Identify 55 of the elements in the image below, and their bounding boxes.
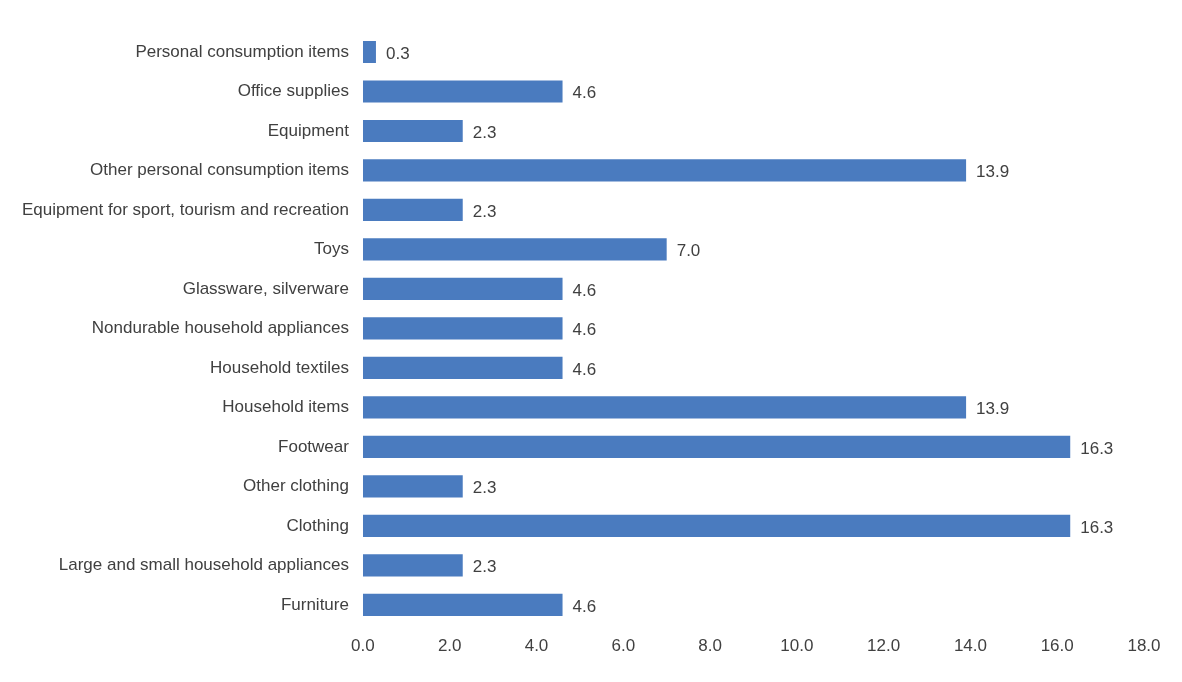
bar — [362, 435, 1071, 458]
y-tick-label: Toys — [313, 239, 349, 259]
data-label: 2.3 — [472, 478, 497, 498]
x-tick-label: 2.0 — [437, 636, 462, 656]
bar — [362, 475, 463, 498]
y-tick-label: Equipment — [267, 120, 350, 140]
x-tick-label: 8.0 — [698, 636, 722, 656]
bar — [362, 277, 563, 300]
data-label: 4.6 — [572, 83, 597, 103]
data-label: 7.0 — [676, 241, 701, 261]
data-label: 4.6 — [572, 320, 597, 340]
data-label: 4.6 — [572, 596, 597, 616]
bar — [362, 159, 967, 182]
bar — [362, 317, 563, 340]
y-tick-label: Large and small household appliances — [58, 555, 349, 575]
bar — [362, 356, 563, 379]
x-tick-label: 14.0 — [953, 636, 987, 656]
x-tick-label: 16.0 — [1040, 636, 1074, 656]
bar — [362, 396, 967, 419]
bar — [362, 119, 463, 142]
x-tick-label: 18.0 — [1127, 636, 1161, 656]
data-label: 0.3 — [385, 43, 410, 63]
y-tick-label: Glassware, silverware — [182, 278, 349, 298]
bar — [362, 554, 463, 577]
y-tick-label: Household items — [222, 397, 349, 417]
bar — [362, 238, 667, 261]
data-label: 2.3 — [472, 201, 497, 221]
data-label: 13.9 — [976, 162, 1010, 182]
y-tick-label: Household textiles — [210, 357, 349, 377]
data-label: 2.3 — [472, 122, 497, 142]
y-tick-label: Office supplies — [237, 81, 349, 101]
bar — [362, 593, 563, 616]
x-tick-label: 10.0 — [780, 636, 814, 656]
data-label: 16.3 — [1080, 517, 1114, 537]
bar — [362, 198, 463, 221]
data-label: 13.9 — [976, 399, 1010, 419]
x-tick-label: 0.0 — [351, 636, 375, 656]
y-tick-label: Other clothing — [243, 476, 349, 496]
data-label: 2.3 — [472, 557, 497, 577]
y-tick-label: Nondurable household appliances — [91, 318, 349, 338]
data-label: 4.6 — [572, 280, 597, 300]
y-tick-label: Footwear — [278, 436, 350, 456]
y-tick-label: Furniture — [280, 594, 349, 614]
bar — [362, 40, 376, 64]
bar — [362, 514, 1071, 537]
x-tick-label: 4.0 — [524, 636, 549, 656]
y-tick-label: Other personal consumption items — [90, 160, 349, 180]
y-tick-label: Personal consumption items — [135, 41, 349, 61]
data-label: 4.6 — [572, 359, 597, 379]
bar — [362, 80, 563, 103]
x-tick-label: 6.0 — [611, 636, 636, 656]
y-tick-label: Equipment for sport, tourism and recreation — [22, 199, 349, 219]
x-tick-label: 12.0 — [867, 636, 901, 656]
data-label: 16.3 — [1080, 438, 1114, 458]
y-tick-label: Clothing — [286, 515, 349, 535]
